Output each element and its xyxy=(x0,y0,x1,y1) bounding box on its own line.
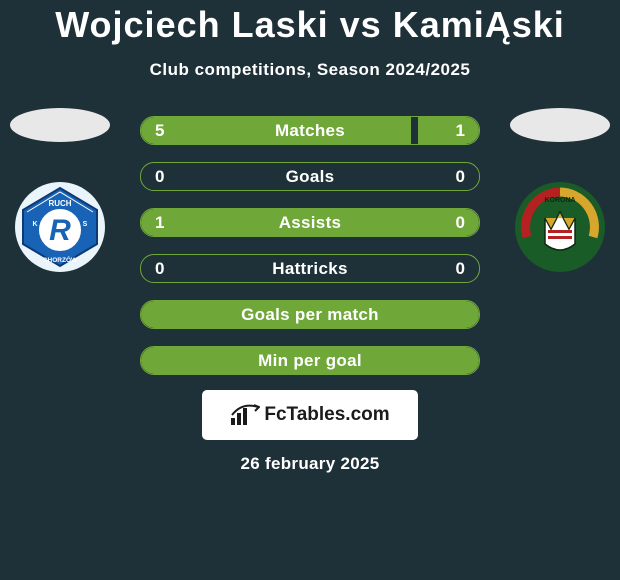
bar-value-right: 0 xyxy=(456,167,465,187)
bar-fill-right xyxy=(418,117,479,144)
stat-bar: 0 0 Hattricks xyxy=(140,254,480,283)
stat-bar: 5 1 Matches xyxy=(140,116,480,145)
bar-label: Min per goal xyxy=(258,351,362,371)
stat-bar: Goals per match xyxy=(140,300,480,329)
bar-label: Goals xyxy=(286,167,335,187)
right-team-crest: KORONA xyxy=(515,182,605,272)
stat-bars: 5 1 Matches 0 0 Goals 1 0 Assists 0 0 Hattricks Goal… xyxy=(140,116,480,375)
branding-badge: FcTables.com xyxy=(202,390,418,440)
bar-value-left: 0 xyxy=(155,259,164,279)
svg-text:KORONA: KORONA xyxy=(544,197,575,204)
bar-label: Matches xyxy=(275,121,345,141)
bar-value-right: 1 xyxy=(456,121,465,141)
bar-value-right: 0 xyxy=(456,213,465,233)
page-title: Wojciech Laski vs KamiĄski xyxy=(0,0,620,46)
bar-value-left: 0 xyxy=(155,167,164,187)
stat-bar: Min per goal xyxy=(140,346,480,375)
fctables-logo-icon xyxy=(230,404,260,426)
bar-label: Assists xyxy=(279,213,342,233)
branding-text: FcTables.com xyxy=(264,404,389,426)
date-label: 26 february 2025 xyxy=(0,454,620,474)
stat-bar: 1 0 Assists xyxy=(140,208,480,237)
right-flag-placeholder xyxy=(510,108,610,142)
right-side: KORONA xyxy=(500,116,620,272)
stat-bar: 0 0 Goals xyxy=(140,162,480,191)
svg-text:CHORZÓW: CHORZÓW xyxy=(43,255,78,264)
subtitle: Club competitions, Season 2024/2025 xyxy=(0,60,620,80)
korona-kielce-icon: KORONA xyxy=(515,182,605,272)
bar-label: Hattricks xyxy=(272,259,347,279)
bar-value-left: 1 xyxy=(155,213,164,233)
svg-text:R: R xyxy=(49,214,71,247)
comparison-content: RUCH R CHORZÓW K S KORONA xyxy=(0,116,620,375)
svg-text:S: S xyxy=(83,221,88,228)
ruch-chorzow-icon: RUCH R CHORZÓW K S xyxy=(15,182,105,272)
bar-label: Goals per match xyxy=(241,305,379,325)
svg-text:RUCH: RUCH xyxy=(48,199,71,208)
left-flag-placeholder xyxy=(10,108,110,142)
bar-value-right: 0 xyxy=(456,259,465,279)
left-side: RUCH R CHORZÓW K S xyxy=(0,116,120,272)
bar-value-left: 5 xyxy=(155,121,164,141)
svg-text:K: K xyxy=(32,221,37,228)
left-team-crest: RUCH R CHORZÓW K S xyxy=(15,182,105,272)
